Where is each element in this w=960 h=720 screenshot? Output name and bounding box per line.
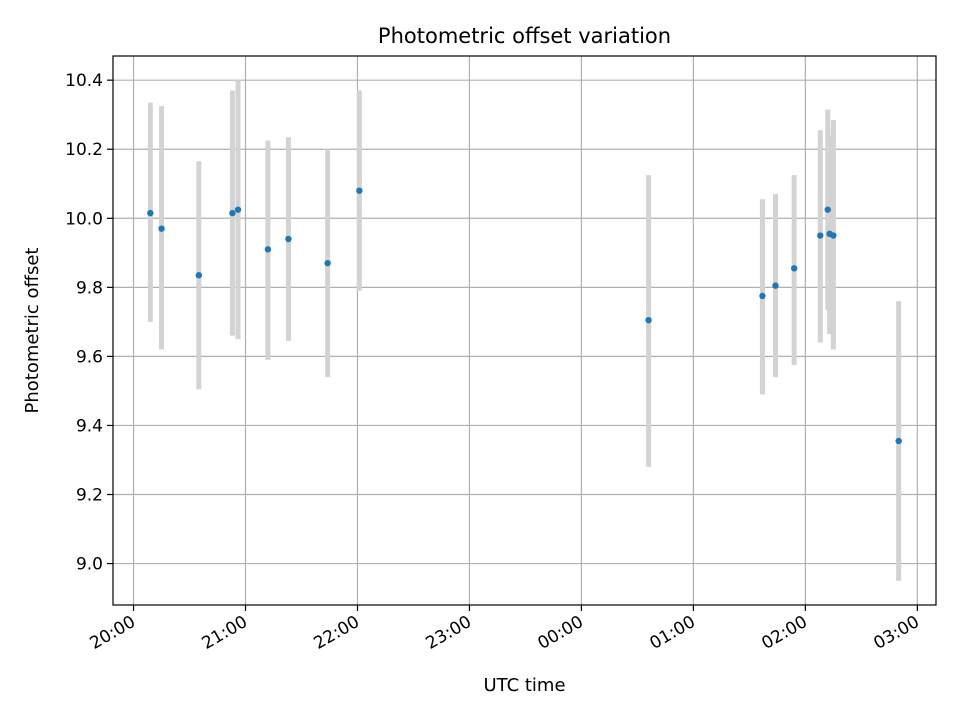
y-tick-label: 10.2 [65, 140, 103, 160]
data-point [830, 232, 837, 239]
y-tick-label: 10.0 [65, 209, 103, 229]
data-point [790, 265, 798, 272]
x-tick-label: 22:00 [311, 612, 363, 654]
y-tick-label: 9.0 [76, 555, 103, 575]
y-tick-label: 9.8 [76, 278, 103, 298]
y-axis-ticks: 9.0 9.2 9.4 9.6 9.8 10.0 10.2 10.4 [65, 71, 113, 575]
x-tick-label: 21:00 [199, 612, 251, 654]
x-tick-label: 01:00 [646, 612, 698, 654]
data-point [195, 272, 203, 279]
data-point [824, 206, 831, 213]
data-point [645, 316, 652, 324]
plot-frame [112, 55, 937, 606]
y-tick-label: 9.4 [76, 416, 103, 436]
x-axis-title: UTC time [483, 675, 565, 696]
data-point [229, 209, 236, 217]
x-axis-ticks: 20:00 21:00 22:00 23:00 00:00 01:00 02:00 03:00 [87, 605, 923, 654]
data-point [772, 282, 779, 289]
error-bars [147, 80, 902, 581]
x-tick-label: 20:00 [87, 612, 139, 654]
data-point [147, 209, 154, 217]
x-tick-label: 00:00 [534, 612, 586, 654]
y-tick-label: 9.6 [76, 347, 103, 367]
grid [113, 56, 936, 605]
x-tick-label: 03:00 [870, 612, 922, 654]
data-point [759, 292, 766, 300]
y-tick-label: 10.4 [65, 71, 103, 91]
x-tick-label: 02:00 [758, 612, 810, 654]
data-point [817, 232, 824, 239]
data-point [324, 259, 331, 267]
data-point [285, 235, 292, 243]
chart-title: Photometric offset variation [378, 24, 671, 48]
data-point [158, 225, 165, 232]
y-axis-title: Photometric offset [22, 248, 43, 414]
x-tick-label: 23:00 [423, 612, 475, 654]
y-tick-label: 9.2 [76, 486, 103, 506]
data-points [147, 187, 902, 445]
data-point [895, 437, 902, 445]
data-point [264, 246, 272, 253]
data-point [356, 187, 363, 194]
data-point [234, 206, 242, 213]
